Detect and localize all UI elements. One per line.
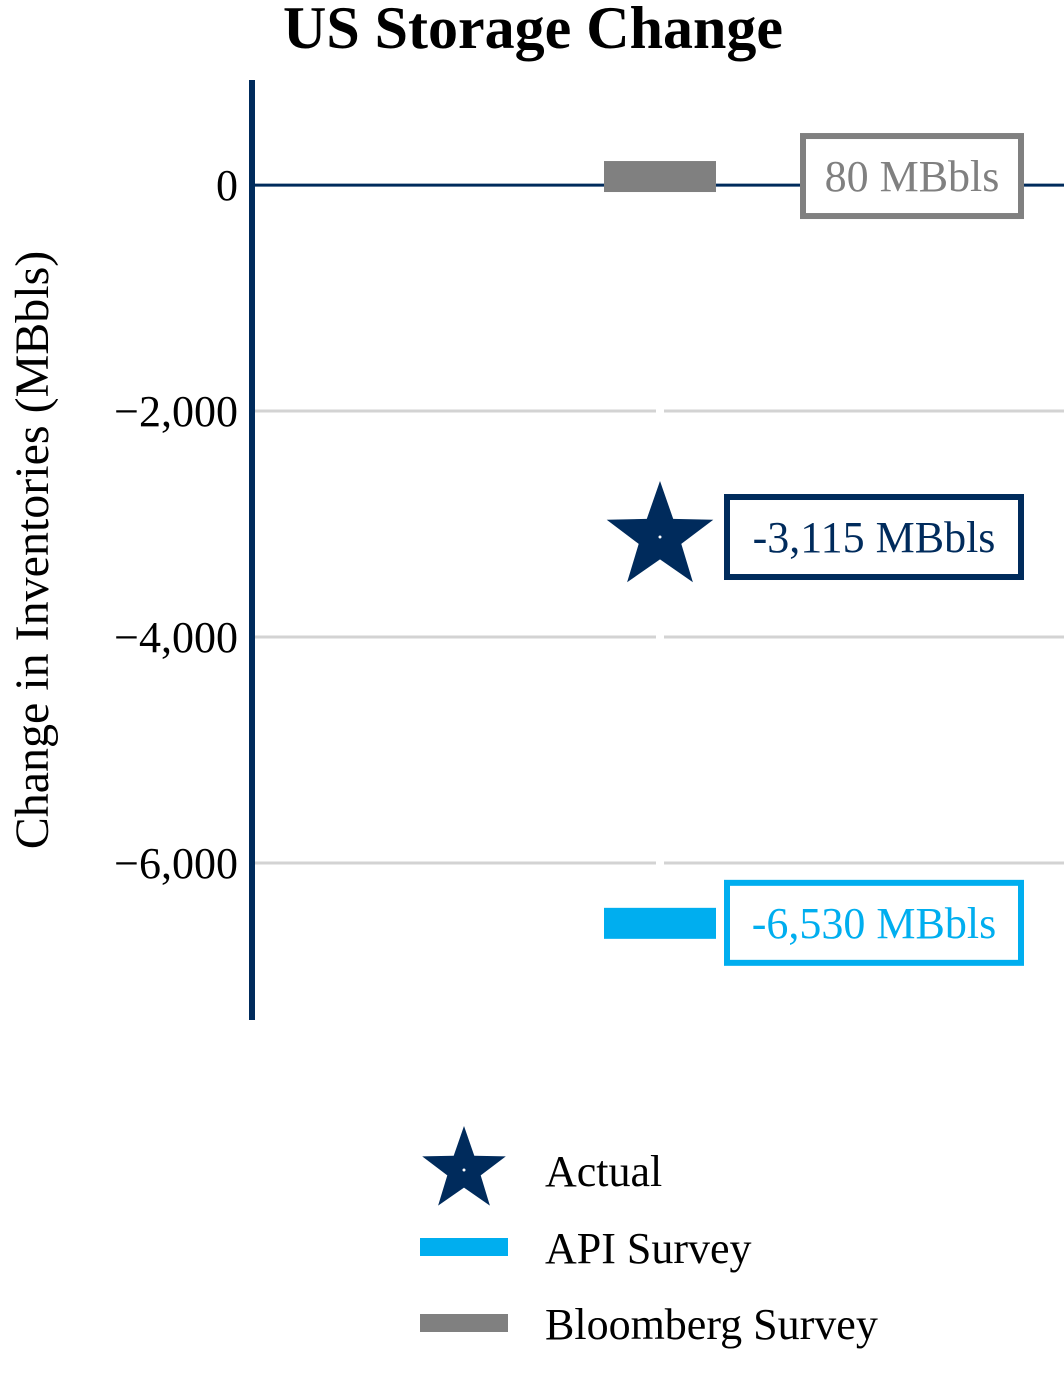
value-label: 80 MBbls [825,152,1000,201]
actual-star-marker-center [658,535,662,539]
value-label: -3,115 MBbls [753,513,996,562]
legend-label: API Survey [545,1224,752,1273]
y-tick-label: −6,000 [114,839,238,888]
legend-bar-icon [420,1238,508,1256]
legend-bar-icon [420,1314,508,1332]
legend: Actual API Survey Bloomberg Survey [420,1126,878,1349]
y-tick-labels: 0 −2,000 −4,000 −6,000 [114,161,238,888]
value-label-box [724,879,1024,966]
legend-label: Bloomberg Survey [545,1300,878,1349]
y-axis-label: Change in Inventories (MBbls) [6,251,59,850]
legend-label: Actual [545,1147,662,1196]
y-tick-label: −2,000 [114,387,238,436]
legend-star-icon [422,1126,506,1206]
chart-title: US Storage Change [283,0,783,61]
actual-star-marker [606,481,714,583]
data-marks: -3,115 MBbls -6,530 MBbls 80 MBbls [604,133,1024,966]
survey-bar-marker [604,907,716,939]
y-tick-label: 0 [216,161,238,210]
value-label-box [800,133,1024,220]
value-label: -6,530 MBbls [752,899,996,948]
value-label-box [724,494,1024,581]
legend-star-icon-center [462,1168,466,1172]
survey-bar-marker [604,161,716,193]
y-tick-label: −4,000 [114,613,238,662]
